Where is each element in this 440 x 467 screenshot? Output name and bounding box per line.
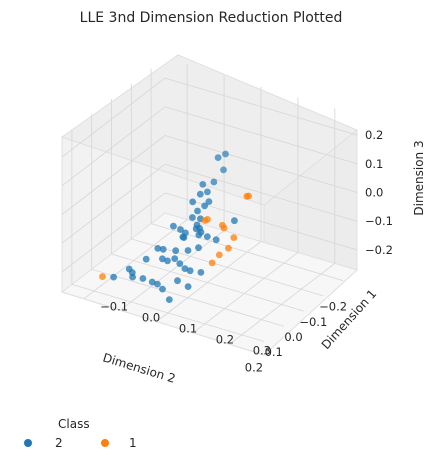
data-point-class-2 [203, 233, 211, 241]
y-tick-label: 0.1 [179, 322, 197, 336]
z-tick-label: 0.2 [365, 128, 383, 142]
z-tick-label: −0.2 [365, 243, 393, 257]
data-point-class-2 [170, 222, 177, 230]
legend-label-2: 2 [55, 436, 63, 450]
grid-line-z [61, 77, 166, 158]
data-point-class-2 [201, 202, 209, 210]
data-point-class-2 [231, 217, 238, 225]
grid-line-z [164, 77, 358, 136]
y-tick-label: 0.0 [142, 311, 160, 325]
data-point-class-2 [222, 150, 229, 158]
data-point-class-2 [159, 245, 167, 253]
grid-line-y [83, 219, 188, 299]
chart-title: LLE 3nd Dimension Reduction Plotted [80, 10, 343, 26]
data-point-class-2 [189, 198, 197, 206]
data-point-class-2 [142, 255, 150, 263]
legend-marker-2 [24, 439, 32, 447]
data-point-class-1 [225, 244, 232, 252]
data-point-class-2 [174, 277, 181, 285]
data-point-class-1 [99, 273, 106, 280]
legend: Class 2 1 [24, 417, 137, 450]
y-tick-label: 0.2 [216, 332, 234, 346]
y-tick-label: 0.3 [253, 343, 271, 357]
data-point-class-2 [204, 188, 211, 196]
grid-line-y [157, 241, 262, 321]
data-point-class-2 [159, 255, 166, 263]
data-point-class-2 [110, 273, 117, 281]
grid-line-y [231, 263, 336, 343]
z-tick-label: 0.1 [365, 157, 383, 171]
data-point-class-2 [199, 181, 207, 188]
data-point-class-2 [172, 247, 180, 255]
data-point-class-2 [195, 231, 203, 239]
data-point-class-2 [176, 260, 184, 267]
data-point-class-2 [212, 236, 220, 244]
x-axis-label: Dimension 2 [101, 350, 177, 385]
legend-label-1: 1 [129, 436, 137, 450]
x-tick-label: 0.1 [265, 345, 283, 359]
data-point-class-2 [177, 226, 184, 233]
z-axis-label: Dimension 3 [412, 140, 426, 215]
data-point-class-2 [148, 278, 156, 286]
x-tick-label: −0.2 [319, 300, 347, 314]
data-point-class-2 [165, 296, 173, 303]
pane-back [60, 54, 358, 206]
data-point-class-2 [192, 225, 200, 233]
data-point-class-2 [164, 257, 171, 265]
data-point-class-2 [184, 283, 192, 290]
tick-labels: −0.2−0.10.00.10.2−0.10.00.10.20.3−0.2−0.… [100, 128, 393, 374]
data-point-class-2 [181, 265, 189, 272]
data-point-class-2 [184, 247, 192, 254]
data-point-class-2 [214, 154, 222, 162]
z-tick-label: 0.0 [365, 186, 383, 200]
data-point-class-2 [159, 285, 166, 293]
data-point-class-2 [139, 275, 147, 282]
x-tick-label: 0.0 [284, 330, 302, 344]
data-point-class-1 [215, 251, 223, 259]
y-tick-label: −0.1 [100, 300, 128, 314]
grid-line-y [194, 252, 299, 332]
data-point-class-2 [205, 198, 213, 206]
data-point-class-1 [230, 234, 238, 242]
data-point-class-2 [128, 269, 136, 277]
data-point-class-1 [201, 217, 209, 224]
data-point-class-2 [189, 214, 196, 221]
data-point-class-2 [179, 233, 187, 241]
data-point-class-1 [243, 192, 251, 200]
data-point-class-2 [154, 280, 161, 288]
data-point-class-1 [219, 221, 226, 229]
data-point-class-2 [171, 255, 179, 262]
data-point-class-1 [208, 259, 216, 267]
data-point-class-2 [220, 166, 227, 174]
grid-line-z [61, 106, 166, 187]
z-tick-label: −0.1 [365, 214, 393, 228]
legend-marker-1 [101, 439, 109, 447]
data-point-class-2 [210, 178, 218, 186]
grid-line-z [61, 135, 166, 215]
grid-line-y [120, 230, 225, 310]
data-point-class-2 [197, 269, 205, 276]
legend-title: Class [58, 417, 90, 431]
x-tick-label: −0.1 [299, 315, 327, 329]
data-point-class-2 [186, 267, 194, 275]
data-point-class-2 [196, 190, 204, 198]
data-point-class-2 [194, 207, 201, 215]
grid-line-z [164, 135, 358, 193]
grid-line-z [61, 192, 166, 273]
grid-line-z [164, 163, 358, 222]
grid-line-z [61, 163, 166, 244]
data-points [99, 150, 253, 303]
pane-floor [60, 212, 358, 356]
data-point-class-2 [154, 245, 162, 252]
grid-line-z [164, 192, 358, 251]
x-tick-label: 0.2 [245, 360, 263, 374]
data-point-class-2 [195, 244, 202, 252]
grid-line-z [164, 106, 358, 165]
